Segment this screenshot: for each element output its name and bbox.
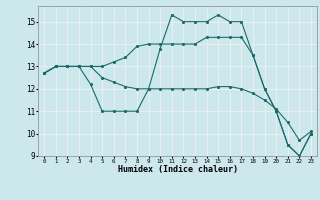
X-axis label: Humidex (Indice chaleur): Humidex (Indice chaleur) bbox=[118, 165, 238, 174]
